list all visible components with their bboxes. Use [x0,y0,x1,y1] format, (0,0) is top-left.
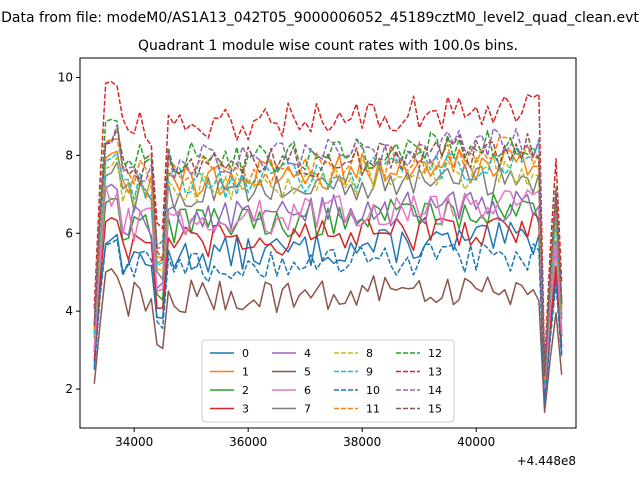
series-line-3 [93,212,563,399]
x-axis: 34000 36000 38000 40000 [115,428,495,449]
series-line-0 [93,221,563,403]
axes-frame [79,57,577,429]
series-line-1 [93,148,563,382]
series-line-7 [93,161,563,385]
legend-label-14: 14 [428,384,442,397]
legend-label-6: 6 [304,384,311,397]
y-tick-label: 2 [65,382,73,396]
x-tick-label: 40000 [457,435,495,449]
legend-label-4: 4 [304,347,311,360]
legend-label-15: 15 [428,403,442,416]
legend-label-10: 10 [366,384,380,397]
legend-label-9: 9 [366,366,373,379]
series-line-5 [93,268,563,414]
y-tick-label: 6 [65,226,73,240]
series-line-13 [93,80,563,367]
series-line-15 [93,128,563,378]
x-tick-label: 38000 [343,435,381,449]
legend-label-8: 8 [366,347,373,360]
legend-label-11: 11 [366,403,380,416]
legend-label-13: 13 [428,366,442,379]
legend-box [201,339,455,423]
legend-label-3: 3 [242,403,249,416]
series-line-14 [93,124,563,376]
legend-label-5: 5 [304,366,311,379]
legend-label-7: 7 [304,403,311,416]
legend-label-12: 12 [428,347,442,360]
series-line-9 [93,141,563,383]
y-axis: 2 4 6 8 10 [58,70,80,396]
series-line-4 [93,183,563,392]
x-tick-label: 34000 [115,435,153,449]
x-offset-label: +4.448e8 [517,454,576,468]
chart-title: Quadrant 1 module wise count rates with … [138,38,518,54]
y-tick-label: 10 [58,70,73,84]
series-line-12 [93,118,563,375]
x-tick-label: 36000 [229,435,267,449]
y-tick-label: 4 [65,304,73,318]
series-layer [93,80,563,414]
legend-label-1: 1 [242,366,249,379]
y-tick-label: 8 [65,148,73,162]
chart-suptitle: Data from file: modeM0/AS1A13_042T05_900… [1,10,639,26]
series-line-6 [93,185,563,393]
legend-label-0: 0 [242,347,249,360]
legend-label-2: 2 [242,384,249,397]
series-line-2 [93,193,563,394]
